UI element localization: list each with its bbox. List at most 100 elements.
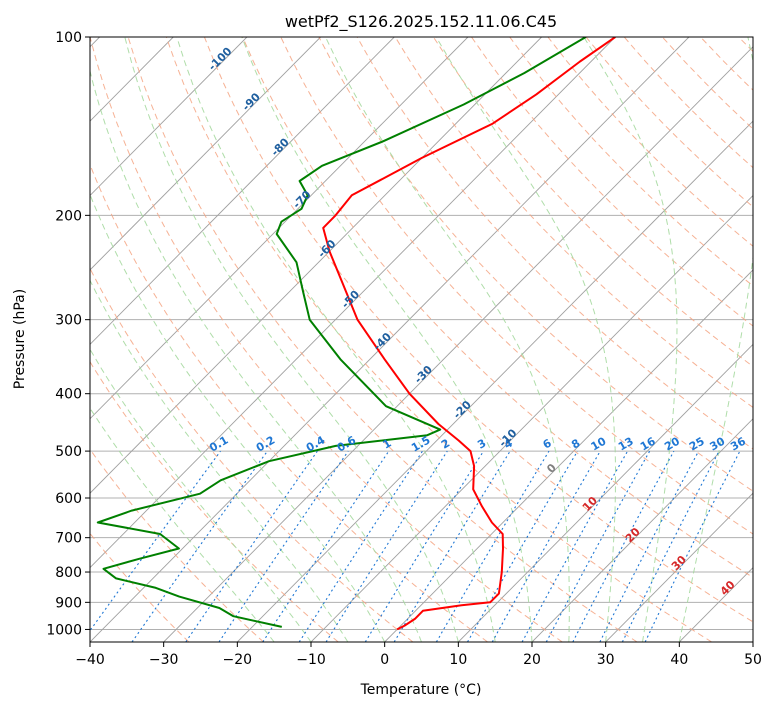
dewpoint-line: [96, 37, 587, 628]
x-tick-label: −20: [223, 652, 253, 668]
mixing-ratio-line: [185, 450, 318, 642]
y-tick-label: 100: [55, 30, 82, 46]
moist-adiabat: [435, 37, 616, 642]
isotherm-label: -80: [269, 135, 292, 158]
isotherm-label: -20: [451, 398, 474, 421]
y-tick-label: 900: [55, 595, 82, 611]
x-axis: −40 −30 −20 −10 0 10 20 30 40 50: [75, 642, 762, 668]
y-axis-label: Pressure (hPa): [12, 289, 28, 389]
isotherm-line: [90, 37, 616, 569]
moist-adiabat: [90, 193, 386, 642]
isotherm-line: [237, 120, 753, 642]
mixing-ratio-label: 2: [439, 437, 452, 452]
isotherm-label: -60: [315, 237, 338, 260]
x-tick-label: 40: [670, 652, 688, 668]
dry-adiabat: [165, 37, 712, 642]
isotherm-line: [90, 37, 395, 345]
moist-adiabat: [176, 37, 496, 642]
dry-adiabat: [394, 37, 753, 409]
dry-adiabat: [242, 37, 753, 579]
moist-adiabat: [90, 348, 312, 642]
dry-adiabat: [203, 37, 753, 623]
moist-adiabat: [90, 407, 275, 642]
y-axis: 100 200 300 400 500 600 700 800 900 1000: [46, 30, 90, 638]
x-tick-label: 30: [597, 652, 615, 668]
isotherm-label: -90: [240, 90, 263, 113]
isotherm-line: [90, 37, 321, 271]
isotherm-label: -70: [290, 188, 313, 211]
dry-label: 40: [718, 578, 738, 598]
dry-adiabat: [90, 37, 563, 642]
dry-adiabat: [509, 37, 753, 287]
isotherm-line: [90, 37, 248, 197]
background-lines: [90, 37, 753, 642]
isotherm-line: [163, 46, 753, 642]
y-tick-label: 400: [55, 387, 82, 403]
dry-label: 10: [580, 494, 600, 514]
dry-adiabat: [471, 37, 753, 327]
moist-adiabat: [90, 279, 349, 642]
mixing-ratio-line: [325, 450, 448, 642]
mixing-ratio-line: [393, 450, 511, 642]
mixing-ratio-label: 3: [475, 437, 488, 452]
mixing-ratio-line: [262, 450, 390, 642]
x-tick-label: 10: [449, 652, 467, 668]
mixing-ratio-line: [90, 450, 221, 632]
dry-adiabat: [90, 267, 414, 642]
x-tick-label: 20: [523, 652, 541, 668]
mixing-ratio-line: [364, 450, 484, 642]
moist-adiabat: [124, 37, 459, 642]
dry-adiabat: [90, 163, 488, 642]
temperature-line: [322, 37, 616, 631]
moist-adiabat: [90, 69, 422, 642]
mixing-ratio-line: [521, 450, 629, 642]
isotherm-label: -50: [339, 288, 362, 311]
isotherm-label: -30: [412, 363, 435, 386]
x-tick-label: −10: [296, 652, 326, 668]
mixing-ratio-line: [572, 450, 675, 642]
isotherm-label: -100: [206, 44, 235, 73]
dry-adiabat: [318, 37, 753, 492]
dry-adiabat: [356, 37, 753, 450]
x-tick-label: 0: [380, 652, 389, 668]
isotherm-line: [384, 269, 753, 642]
dry-adiabat: [547, 37, 753, 247]
y-tick-label: 1000: [46, 622, 82, 638]
isotherm-line: [458, 343, 753, 642]
mixing-ratio-line: [435, 450, 550, 642]
chart-title: wetPf2_S126.2025.152.11.06.C45: [285, 12, 557, 32]
y-tick-label: 300: [55, 313, 82, 329]
x-tick-label: −30: [149, 652, 179, 668]
mixing-ratio-line: [491, 450, 601, 642]
dry-adiabat: [90, 448, 264, 642]
dry-adiabat: [661, 37, 753, 130]
dry-adiabat: [738, 37, 753, 53]
mixing-ratio-label: 6: [541, 436, 554, 451]
isotherm-line: [90, 37, 542, 494]
moist-adiabat: [325, 37, 570, 642]
isotherm-line: [679, 566, 753, 642]
x-axis-label: Temperature (°C): [360, 682, 482, 698]
dry-adiabat: [432, 37, 753, 368]
y-tick-label: 700: [55, 531, 82, 547]
dry-adiabat: [623, 37, 753, 169]
isotherm-line: [90, 37, 469, 420]
x-tick-label: 50: [744, 652, 762, 668]
mixing-ratio-line: [599, 450, 700, 642]
mixing-ratio-line: [467, 450, 578, 642]
y-tick-label: 600: [55, 491, 82, 507]
mixing-ratio-line: [545, 450, 651, 642]
plot-frame: [89, 36, 754, 643]
dry-adiabat: [127, 37, 638, 642]
moist-adiabat: [583, 37, 678, 642]
isotherm-line: [752, 641, 753, 642]
isotherm-line: [531, 418, 753, 642]
x-tick-label: −40: [75, 652, 105, 668]
mixing-ratio-line: [644, 450, 741, 642]
isotherm-label: -10: [496, 426, 519, 449]
series-layer: [96, 37, 616, 631]
isotherm-label: -40: [371, 330, 394, 353]
mixing-ratio-line: [621, 450, 720, 642]
